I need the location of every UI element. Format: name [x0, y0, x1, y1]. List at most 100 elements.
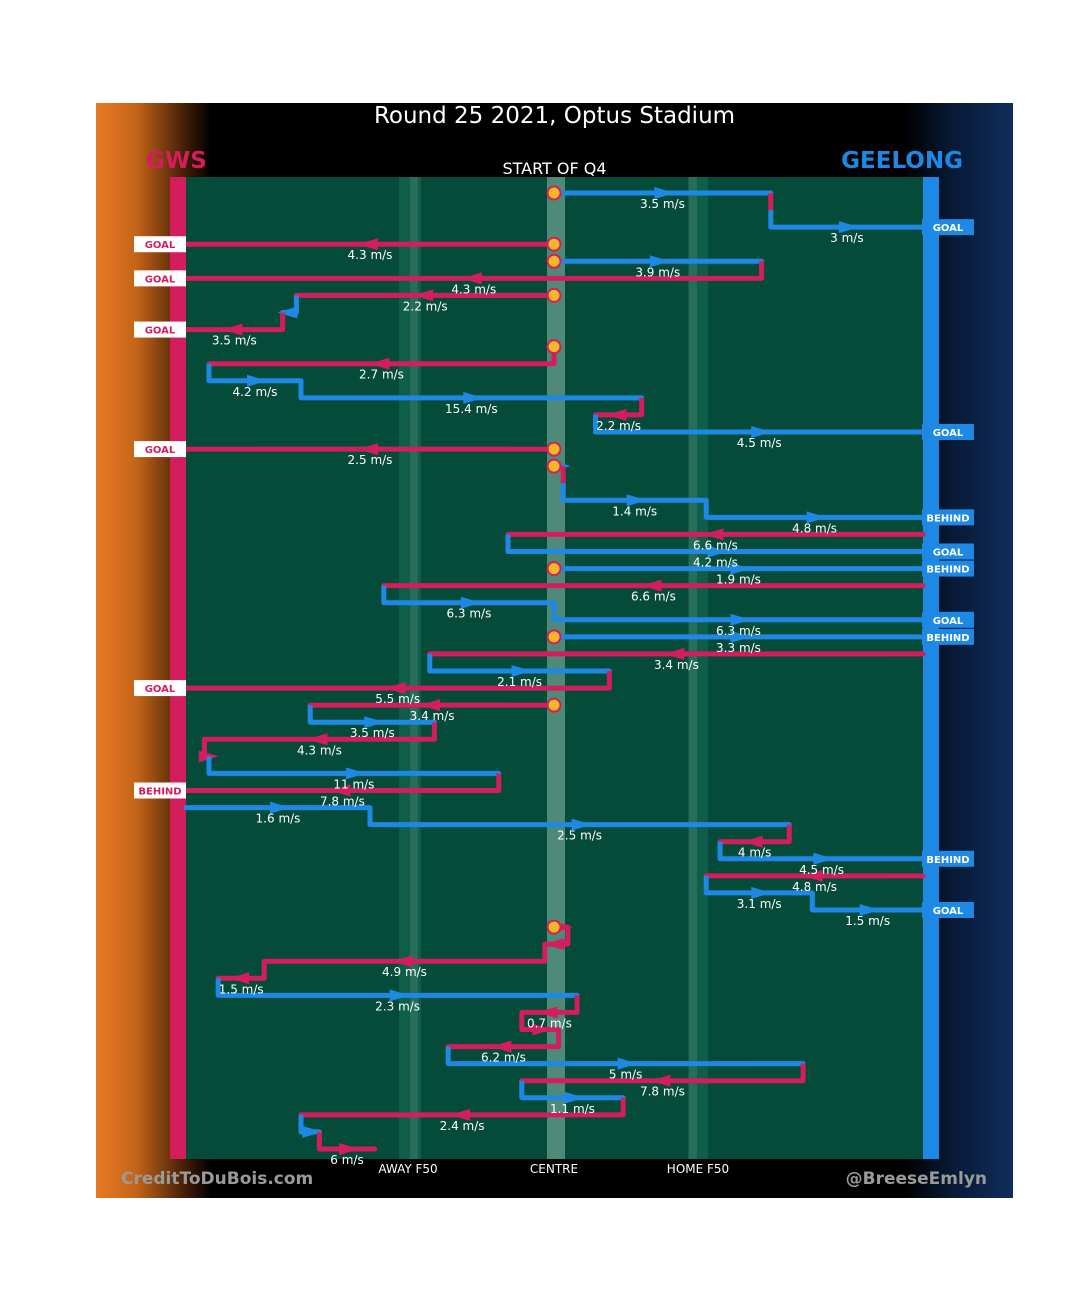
direction-arrow	[664, 647, 685, 660]
outcome-badge-bg	[134, 782, 186, 799]
direction-arrow	[222, 323, 243, 336]
speed-label: 1.9 m/s	[716, 573, 761, 587]
speed-label: 7.8 m/s	[320, 795, 365, 809]
outcome-badge-label: GOAL	[933, 906, 964, 917]
speed-label: 4.2 m/s	[233, 385, 278, 399]
direction-arrow	[838, 221, 859, 234]
direction-arrow	[751, 426, 772, 438]
outcome-badge-label: GOAL	[145, 240, 176, 251]
direction-arrow	[511, 665, 532, 677]
direction-arrow	[461, 272, 482, 285]
outcome-badge-label: BEHIND	[926, 513, 969, 524]
speed-label: 1.5 m/s	[845, 914, 890, 928]
outcome-badge-label: GOAL	[145, 684, 176, 695]
outcome-badge-bg	[922, 424, 974, 440]
outcome-badge: GOAL	[922, 424, 974, 440]
speed-label: 7.8 m/s	[640, 1085, 685, 1099]
speed-label: 4.3 m/s	[297, 743, 342, 757]
chart-frame: 3.5 m/s 3 m/s GOAL 4.3 m/s GOAL 3.9 m/s 4.3 m/…	[96, 103, 1013, 1198]
outcome-badge-label: GOAL	[933, 428, 964, 439]
outcome-badge: GOAL	[922, 902, 974, 918]
speed-label: 3 m/s	[830, 231, 863, 245]
direction-arrow	[339, 1143, 359, 1155]
outcome-badge-bg	[922, 560, 974, 577]
outcome-badge-label: BEHIND	[926, 633, 969, 644]
chain-chart: 3.5 m/s 3 m/s GOAL 4.3 m/s GOAL 3.9 m/s 4.3 m/…	[134, 177, 974, 1167]
outcome-badge: GOAL	[134, 270, 186, 287]
speed-label: 15.4 m/s	[445, 402, 498, 416]
outcome-badge-label: GOAL	[933, 223, 964, 234]
outcome-badge: GOAL	[134, 680, 186, 697]
direction-arrow	[703, 528, 724, 541]
outcome-badge: GOAL	[922, 543, 974, 560]
speed-label: 3.3 m/s	[716, 641, 761, 655]
speed-label: 2.5 m/s	[557, 829, 602, 843]
direction-arrow	[364, 716, 385, 729]
speed-label: 0.7 m/s	[527, 1016, 572, 1030]
direction-arrow	[606, 408, 627, 421]
speed-label: 3.1 m/s	[737, 897, 782, 911]
direction-arrow	[385, 682, 406, 695]
outcome-badge: GOAL	[922, 219, 974, 236]
direction-arrow	[617, 1057, 638, 1070]
home-f50-line	[689, 177, 697, 1159]
speed-label: 2.5 m/s	[348, 453, 393, 467]
outcome-badge: BEHIND	[134, 782, 186, 799]
outcome-badge-bg	[922, 611, 974, 628]
speed-label: 3.9 m/s	[635, 265, 680, 279]
speed-label: 1.4 m/s	[612, 504, 657, 518]
speed-label: 6.6 m/s	[631, 590, 676, 604]
credit-left: CreditToDuBois.com	[121, 1169, 314, 1189]
outcome-badge-bg	[134, 321, 186, 338]
direction-arrow	[247, 374, 267, 387]
chains-layer	[183, 187, 926, 1155]
direction-arrow	[302, 1125, 323, 1138]
outcome-badge-label: GOAL	[145, 274, 176, 285]
outcome-badge-bg	[134, 680, 186, 697]
outcome-badge-bg	[922, 543, 974, 560]
direction-arrow	[626, 494, 647, 507]
outcome-badge-label: GOAL	[145, 326, 176, 337]
direction-arrow	[730, 613, 751, 626]
speed-label: 2.2 m/s	[403, 299, 448, 313]
outcome-badge-bg	[922, 902, 974, 918]
direction-arrow	[707, 545, 728, 558]
direction-arrow	[742, 835, 763, 848]
outcome-badge-bg	[922, 509, 974, 526]
direction-arrow	[491, 1040, 512, 1053]
direction-arrow	[450, 1108, 471, 1121]
speed-label: 2.2 m/s	[596, 419, 641, 433]
outcome-badge-bg	[134, 236, 186, 253]
direction-arrow	[649, 255, 670, 268]
outcome-badge-bg	[134, 441, 186, 458]
direction-arrow	[392, 955, 413, 968]
speed-label: 4.3 m/s	[451, 282, 496, 296]
direction-arrow	[307, 733, 328, 746]
outcome-badge-bg	[134, 270, 186, 287]
outcome-badge: BEHIND	[922, 509, 974, 526]
direction-arrow	[730, 562, 751, 575]
outcome-badge-label: BEHIND	[138, 787, 181, 798]
possession-marker	[546, 919, 562, 935]
direction-arrow	[358, 443, 378, 456]
outcome-badge: GOAL	[922, 611, 974, 628]
away-f50-line	[410, 177, 418, 1159]
direction-arrow	[544, 938, 565, 951]
outcome-badge: BEHIND	[922, 560, 974, 577]
gws-goal-line	[170, 177, 186, 1159]
speed-label: 6 m/s	[330, 1153, 363, 1167]
speed-label: 4 m/s	[738, 846, 771, 860]
possession-marker	[546, 561, 562, 577]
direction-arrow	[420, 699, 441, 712]
speed-label: 1.6 m/s	[256, 812, 301, 826]
direction-arrow	[859, 904, 880, 916]
direction-arrow	[460, 596, 481, 609]
direction-arrow	[641, 579, 662, 592]
team-right-label: GEELONG	[841, 148, 963, 174]
possession-marker	[546, 339, 562, 355]
outcome-badge: GOAL	[134, 441, 186, 458]
speed-label: 11 m/s	[333, 777, 374, 791]
direction-arrow	[389, 989, 410, 1002]
outcome-badge-label: BEHIND	[926, 565, 969, 576]
direction-arrow	[413, 289, 434, 302]
